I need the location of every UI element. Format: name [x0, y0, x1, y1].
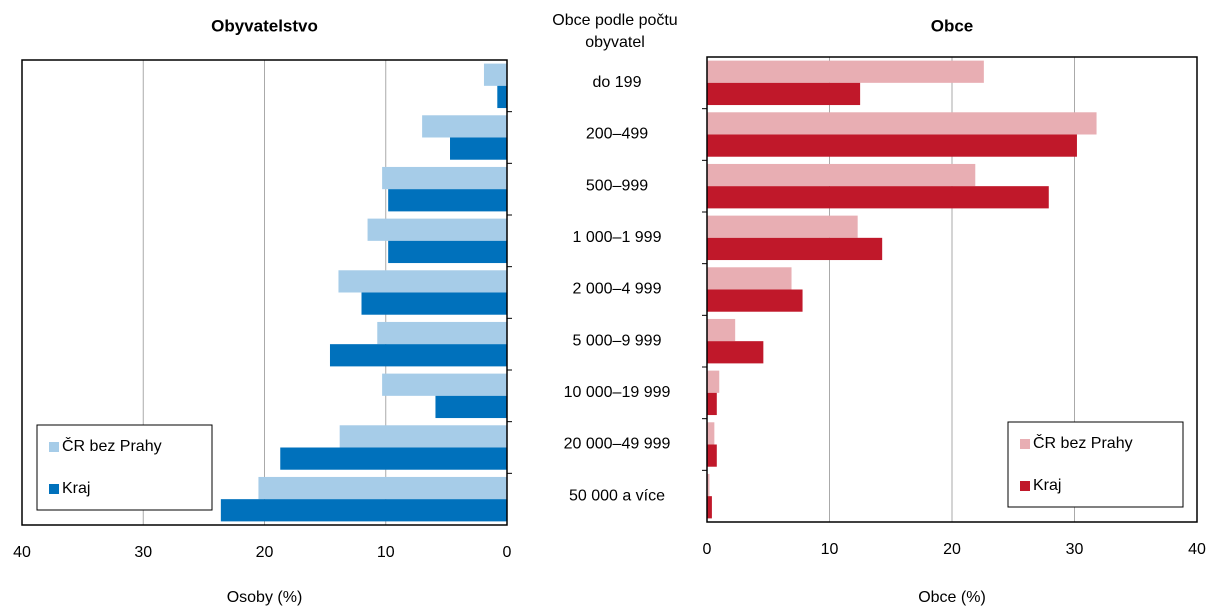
bar — [377, 321, 507, 345]
x-tick-label: 10 — [377, 544, 395, 561]
bar — [388, 189, 507, 212]
category-label: 10 000–19 999 — [564, 384, 671, 401]
x-tick-label: 0 — [503, 544, 512, 561]
bar — [707, 473, 710, 497]
bar — [367, 218, 507, 241]
category-label: 2 000–4 999 — [573, 281, 662, 298]
bar — [707, 318, 736, 342]
x-tick-label: 40 — [13, 544, 31, 561]
bar — [707, 215, 858, 238]
legend-swatch — [1020, 439, 1030, 449]
x-tick-label: 30 — [134, 544, 152, 561]
x-axis-label: Osoby (%) — [227, 589, 303, 606]
x-tick-label: 20 — [943, 541, 961, 558]
bar — [707, 496, 712, 519]
plot-frame — [21, 59, 508, 526]
x-axis-label: Obce (%) — [918, 589, 986, 606]
category-label: 5 000–9 999 — [573, 332, 662, 349]
category-label: 200–499 — [586, 126, 648, 143]
category-title: Obce podle počtu obyvatel — [552, 12, 678, 51]
category-label: 500–999 — [586, 177, 648, 194]
bar — [707, 112, 1097, 135]
bar — [483, 63, 507, 86]
x-tick-label: 10 — [821, 541, 839, 558]
bar — [339, 425, 507, 448]
bar — [382, 373, 507, 396]
category-label: 50 000 a více — [569, 487, 665, 504]
bar — [707, 341, 764, 364]
bar — [497, 85, 507, 109]
category-label: 20 000–49 999 — [564, 436, 671, 453]
legend-box — [36, 424, 213, 511]
legend-label: Kraj — [62, 480, 90, 497]
bar — [450, 137, 507, 160]
bar — [707, 370, 720, 393]
bar — [220, 499, 507, 522]
x-tick-label: 0 — [703, 541, 712, 558]
category-label: do 199 — [593, 74, 642, 91]
legend-swatch — [1020, 481, 1030, 491]
x-tick-label: 40 — [1188, 541, 1206, 558]
chart-title: Obce — [931, 16, 974, 35]
bar — [707, 422, 715, 445]
bar — [707, 237, 883, 261]
bar — [707, 267, 792, 290]
legend-box — [1007, 421, 1184, 508]
bar — [422, 115, 507, 138]
bar — [388, 240, 507, 264]
legend-label: ČR bez Prahy — [62, 436, 162, 455]
bar — [707, 60, 984, 83]
chart-title: Obyvatelstvo — [211, 16, 318, 35]
bar — [707, 186, 1049, 209]
legend-label: ČR bez Prahy — [1033, 433, 1133, 452]
bar — [280, 447, 507, 470]
bar — [707, 444, 717, 467]
legend-swatch — [49, 484, 59, 494]
bar — [361, 292, 507, 315]
bar — [329, 344, 507, 367]
bar — [707, 82, 861, 106]
x-tick-label: 20 — [256, 544, 274, 561]
bar — [435, 395, 507, 419]
bar — [258, 476, 507, 500]
bar — [707, 134, 1077, 157]
legend-label: Kraj — [1033, 477, 1061, 494]
bar — [338, 270, 507, 293]
category-label: 1 000–1 999 — [573, 229, 662, 246]
plot-frame — [706, 56, 1198, 523]
bar — [707, 392, 717, 416]
legend-swatch — [49, 442, 59, 452]
bar — [707, 289, 803, 312]
bar — [707, 163, 976, 187]
bar — [382, 166, 507, 190]
x-tick-label: 30 — [1066, 541, 1084, 558]
